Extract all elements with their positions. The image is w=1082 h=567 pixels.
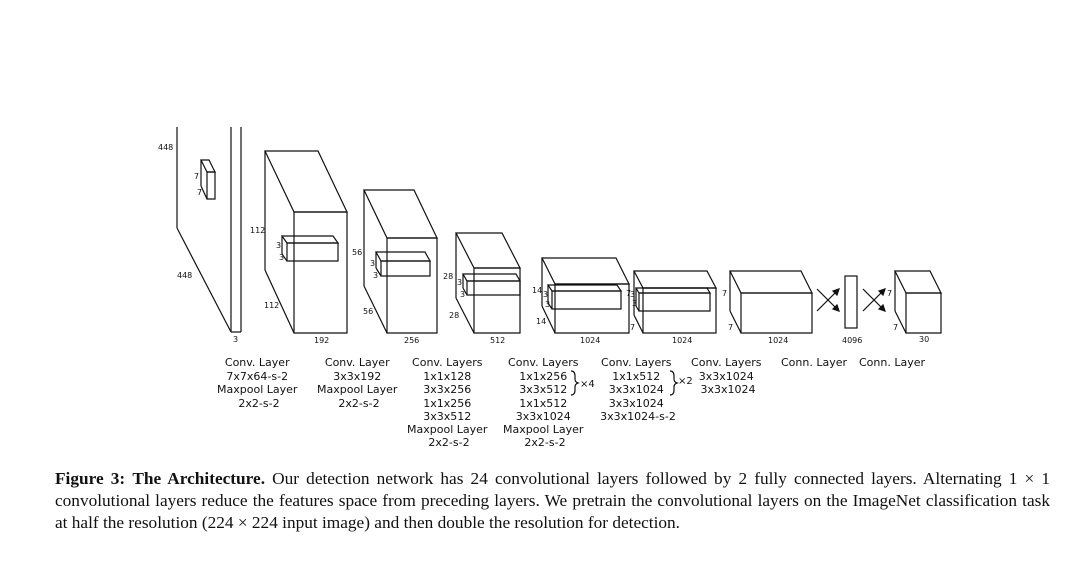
stage2-width-dim: 112	[264, 301, 279, 310]
output-height-dim: 7	[887, 289, 892, 298]
fc-4096-dim: 4096	[842, 336, 862, 345]
stage5-kernel-h-dim: 3	[543, 290, 548, 299]
stage1-label: Conv. Layer 7x7x64-s-2 Maxpool Layer 2x2…	[217, 356, 301, 410]
stage2-kernel-h-dim: 3	[276, 241, 281, 250]
stage1-depth-dim: 3	[233, 335, 238, 344]
stage1-kernel-w-dim: 7	[197, 188, 202, 197]
stage6-kernel-w-dim: 3	[632, 299, 637, 308]
stage3-depth-dim: 256	[404, 336, 419, 345]
fc1-label: Conn. Layer	[781, 356, 847, 369]
stage2-kernel-w-dim: 3	[279, 253, 284, 262]
stage1-kernel-h-dim: 7	[194, 172, 199, 181]
stage6-width-dim: 7	[630, 323, 635, 332]
stage2-depth-dim: 192	[314, 336, 329, 345]
stage6-depth-dim: 1024	[672, 336, 692, 345]
stage5-depth-dim: 1024	[580, 336, 600, 345]
stage4-depth-dim: 512	[490, 336, 505, 345]
stage7-width-dim: 7	[728, 323, 733, 332]
stage2-height-dim: 112	[250, 226, 265, 235]
stage2-label: Conv. Layer 3x3x192 Maxpool Layer 2x2-s-…	[317, 356, 401, 410]
output-width-dim: 7	[893, 323, 898, 332]
stage7-height-dim: 7	[722, 289, 727, 298]
stage5-repeat-brace	[669, 370, 679, 396]
stage5-height-dim: 14	[532, 286, 542, 295]
stage1-height-dim: 448	[158, 143, 173, 152]
stage3-width-dim: 56	[363, 307, 373, 316]
fc2-label: Conn. Layer	[859, 356, 925, 369]
caption-label: Figure 3:	[55, 469, 126, 488]
stage5-width-dim: 14	[536, 317, 546, 326]
stage4-block	[455, 232, 522, 334]
stage4-height-dim: 28	[443, 272, 453, 281]
stage4-repeat-count: ×4	[580, 379, 595, 390]
architecture-diagram: 448 448 3 7 7 112 112 192 3 3 56 56 256 …	[158, 127, 942, 449]
stage4-label: Conv. Layers 1x1x256 3x3x512 1x1x512 3x3…	[503, 356, 587, 449]
stage5-kernel-w-dim: 3	[545, 300, 550, 309]
stage3-block	[363, 189, 438, 334]
stage3-kernel-h-dim: 3	[370, 259, 375, 268]
stage6-kernel-h-dim: 3	[630, 290, 635, 299]
stage4-width-dim: 28	[449, 311, 459, 320]
fc-connection-arrows-1	[816, 288, 840, 312]
stage3-label: Conv. Layers 1x1x128 3x3x256 1x1x256 3x3…	[407, 356, 491, 449]
stage5-block	[541, 257, 630, 334]
stage5-label: Conv. Layers 1x1x512 3x3x1024 3x3x1024 3…	[600, 356, 676, 423]
stage6-height-dim: 7	[626, 289, 631, 298]
stage4-kernel-w-dim: 3	[460, 290, 465, 299]
input-image-block	[176, 127, 242, 333]
stage4-kernel-h-dim: 3	[457, 278, 462, 287]
caption-text: Our detection network has 24 convolution…	[55, 469, 1051, 532]
stage3-height-dim: 56	[352, 248, 362, 257]
stage5-repeat-count: ×2	[678, 376, 693, 387]
stage2-block	[264, 150, 348, 334]
output-tensor-block	[894, 270, 942, 334]
stage7-block	[729, 270, 813, 334]
stage6-label: Conv. Layers 3x3x1024 3x3x1024	[691, 356, 765, 396]
stage3-kernel-w-dim: 3	[373, 271, 378, 280]
caption-title: The Architecture.	[132, 469, 266, 488]
fc-4096-vector	[844, 275, 858, 329]
fc-connection-arrows-2	[862, 288, 886, 312]
stage4-repeat-brace	[570, 370, 580, 396]
stage1-width-dim: 448	[177, 271, 192, 280]
figure-caption: Figure 3: The Architecture. Our detectio…	[55, 468, 1050, 534]
output-depth-dim: 30	[919, 335, 929, 344]
stage6-block	[633, 270, 717, 334]
stage7-depth-dim: 1024	[768, 336, 788, 345]
